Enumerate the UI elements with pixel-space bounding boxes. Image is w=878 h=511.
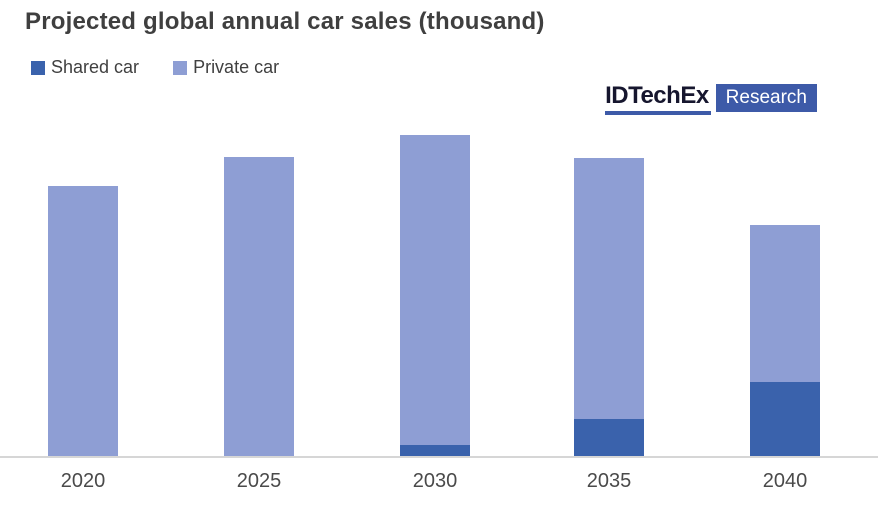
legend-label-shared-car: Shared car bbox=[51, 57, 140, 77]
bar-2035-segment-shared-car bbox=[574, 419, 644, 456]
x-tick-2035: 2035 bbox=[586, 470, 632, 492]
bar-2020-segment-private-car bbox=[48, 186, 118, 456]
bar-2035 bbox=[574, 158, 644, 456]
plot-area bbox=[0, 111, 878, 458]
x-axis: 2020 2025 2030 2035 2040 bbox=[0, 470, 878, 502]
bar-2020 bbox=[48, 186, 118, 456]
bar-2030-segment-private-car bbox=[400, 135, 470, 445]
bar-2025 bbox=[224, 156, 294, 456]
legend-label-private-car: Private car bbox=[193, 57, 280, 77]
x-tick-2020: 2020 bbox=[60, 470, 106, 492]
bar-2040-segment-shared-car bbox=[750, 381, 820, 456]
legend: Shared car Private car bbox=[31, 57, 279, 78]
bar-2030 bbox=[400, 135, 470, 456]
bar-2040 bbox=[750, 225, 820, 456]
bar-2040-segment-private-car bbox=[750, 225, 820, 382]
legend-item-private-car: Private car bbox=[173, 57, 279, 78]
bar-2030-segment-shared-car bbox=[400, 444, 470, 456]
shared-car-swatch-icon bbox=[31, 60, 45, 75]
x-tick-2025: 2025 bbox=[236, 470, 282, 492]
bar-2035-segment-private-car bbox=[574, 158, 644, 420]
bar-2025-segment-private-car bbox=[224, 156, 294, 456]
legend-item-shared-car: Shared car bbox=[31, 57, 139, 78]
idtechex-research-logo: IDTechEx Research bbox=[605, 84, 817, 115]
logo-research-badge: Research bbox=[715, 84, 817, 112]
x-tick-2030: 2030 bbox=[412, 470, 458, 492]
chart-title: Projected global annual car sales (thous… bbox=[25, 8, 545, 35]
private-car-swatch-icon bbox=[173, 60, 188, 75]
logo-brand-text: IDTechEx bbox=[605, 84, 711, 115]
x-tick-2040: 2040 bbox=[762, 470, 808, 492]
